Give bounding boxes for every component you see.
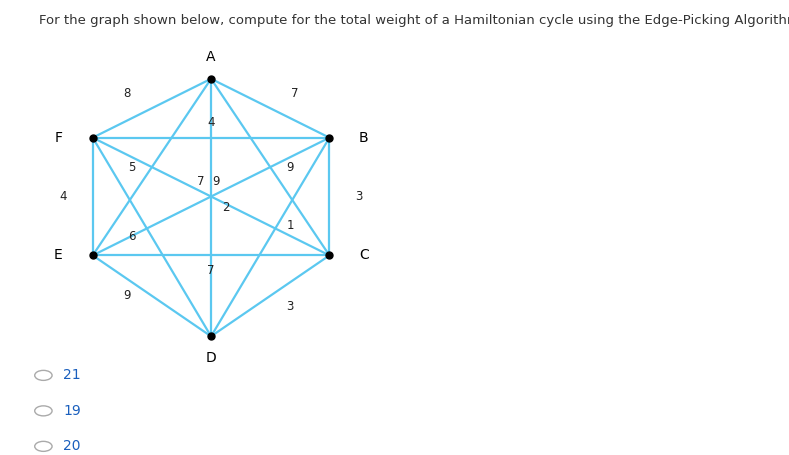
Text: 9: 9 bbox=[212, 175, 220, 188]
Text: F: F bbox=[54, 131, 62, 145]
Text: 4: 4 bbox=[208, 116, 215, 129]
Text: 7: 7 bbox=[208, 263, 215, 277]
Text: 2: 2 bbox=[222, 201, 230, 214]
Text: 3: 3 bbox=[355, 190, 363, 203]
Text: C: C bbox=[359, 248, 368, 263]
Text: 6: 6 bbox=[129, 231, 136, 243]
Text: B: B bbox=[359, 131, 368, 145]
Text: 20: 20 bbox=[63, 440, 80, 453]
Text: D: D bbox=[206, 351, 216, 365]
Text: 3: 3 bbox=[286, 300, 294, 313]
Text: 21: 21 bbox=[63, 369, 80, 382]
Text: 8: 8 bbox=[124, 87, 131, 100]
Text: 9: 9 bbox=[286, 161, 294, 174]
Text: E: E bbox=[54, 248, 62, 263]
Text: For the graph shown below, compute for the total weight of a Hamiltonian cycle u: For the graph shown below, compute for t… bbox=[39, 14, 789, 27]
Text: 7: 7 bbox=[291, 87, 299, 100]
Text: 7: 7 bbox=[197, 175, 205, 188]
Text: 1: 1 bbox=[286, 219, 294, 233]
Text: 19: 19 bbox=[63, 404, 80, 418]
Text: 9: 9 bbox=[123, 289, 131, 302]
Text: 4: 4 bbox=[59, 190, 67, 203]
Text: 5: 5 bbox=[129, 161, 136, 174]
Text: A: A bbox=[206, 50, 216, 64]
